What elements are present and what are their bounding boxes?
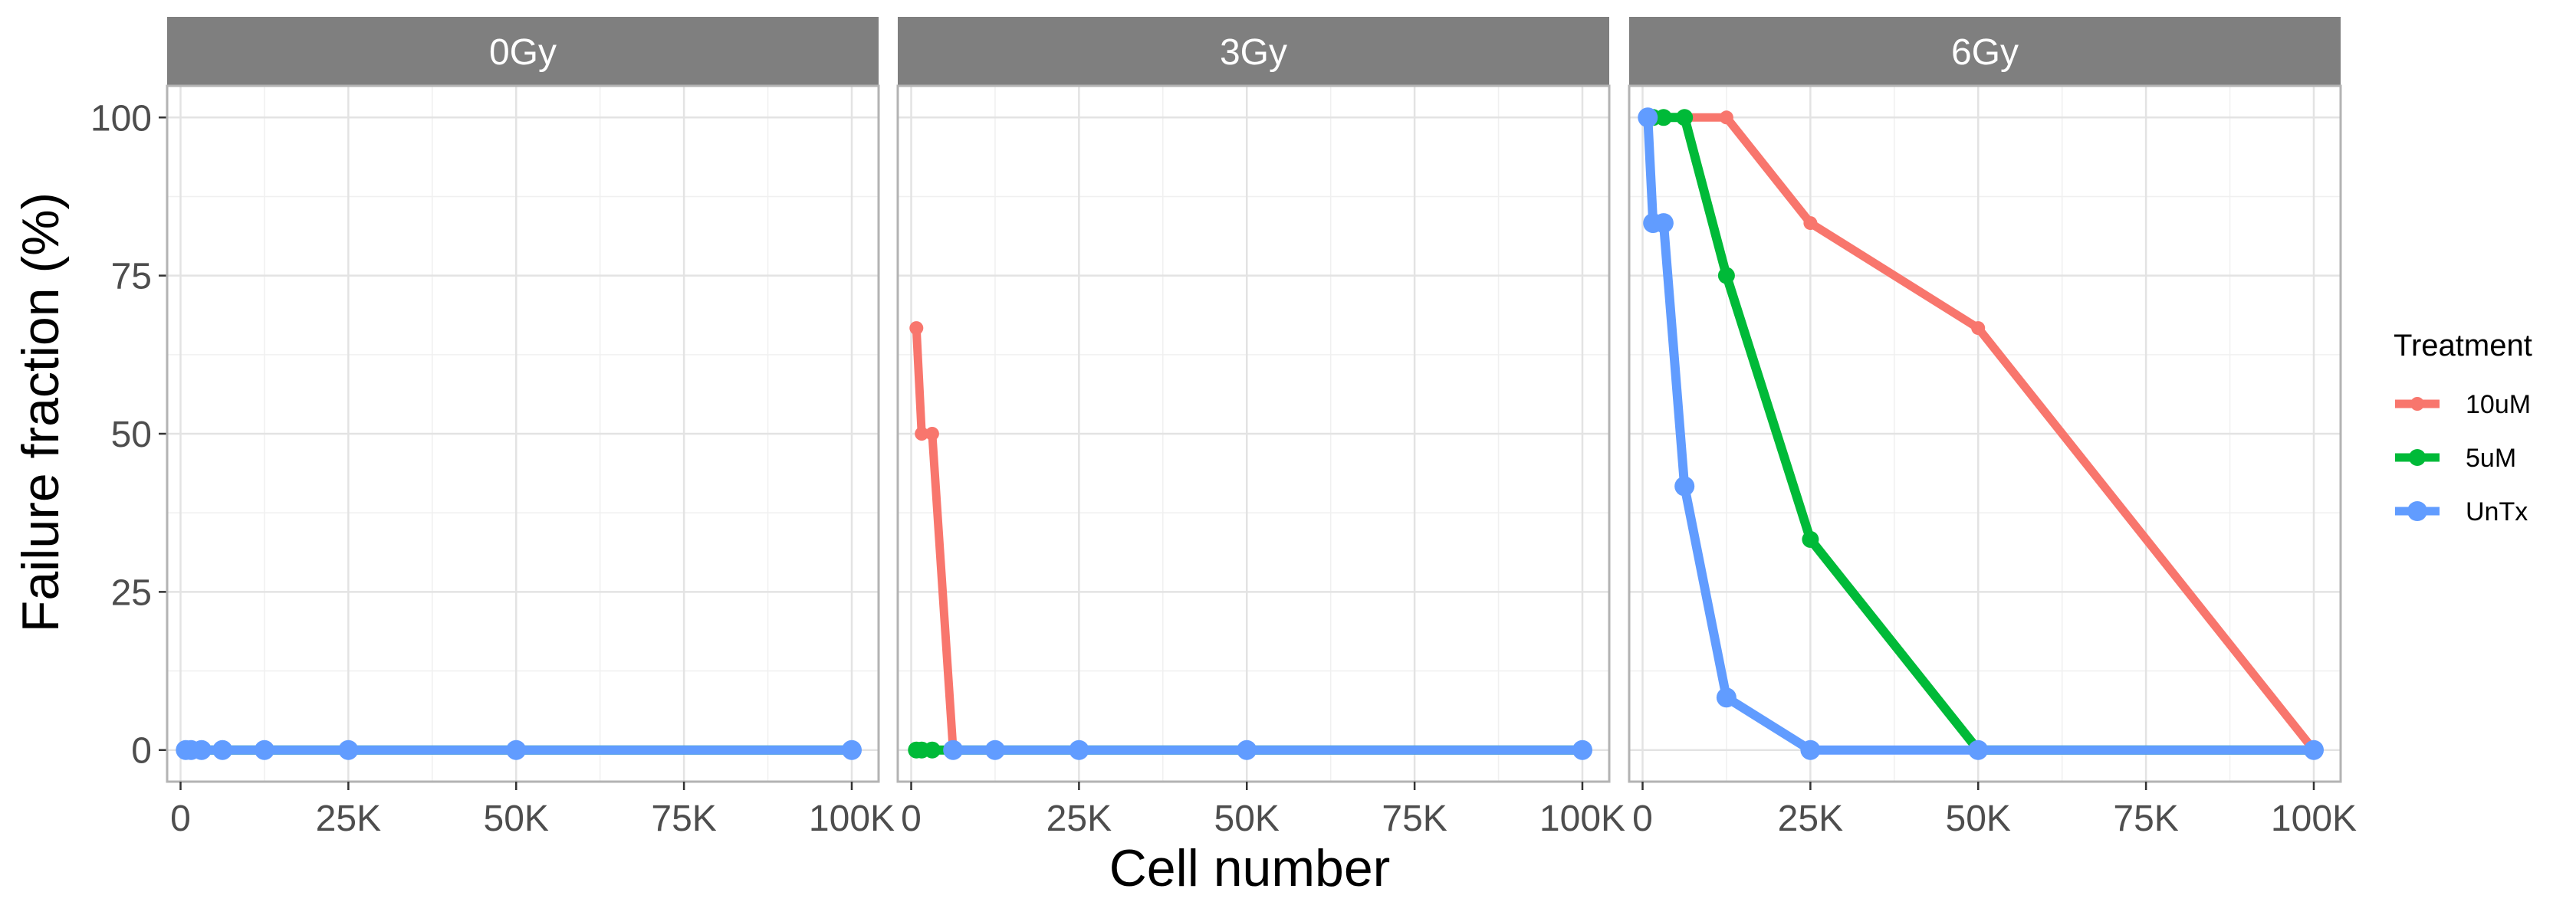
gridlines bbox=[167, 86, 879, 782]
y-tick-label: 50 bbox=[111, 415, 152, 455]
legend-key-point bbox=[2409, 449, 2426, 466]
legend-label: 5uM bbox=[2466, 444, 2516, 473]
facet-strip bbox=[1629, 17, 2341, 86]
y-tick-label: 0 bbox=[131, 731, 152, 772]
data-point-UnTx bbox=[254, 740, 274, 760]
data-point-UnTx bbox=[191, 740, 212, 760]
data-point-UnTx bbox=[1237, 740, 1257, 760]
data-point-UnTx bbox=[984, 740, 1005, 760]
data-point-10uM bbox=[915, 427, 929, 441]
data-point-UnTx bbox=[1968, 740, 1989, 760]
x-tick-label: 50K bbox=[1946, 799, 2011, 839]
data-point-5uM bbox=[1802, 530, 1819, 548]
x-tick-label: 50K bbox=[1214, 799, 1280, 839]
data-point-UnTx bbox=[1638, 107, 1658, 128]
data-point-UnTx bbox=[212, 740, 233, 760]
facet-strip-label: 3Gy bbox=[1220, 32, 1287, 73]
data-point-5uM bbox=[1654, 109, 1672, 126]
legend: Treatment 10uM 5uM UnTx bbox=[2394, 329, 2532, 526]
x-tick-label: 100K bbox=[2271, 799, 2357, 839]
x-tick-label: 25K bbox=[316, 799, 381, 839]
data-point-UnTx bbox=[338, 740, 359, 760]
legend-title: Treatment bbox=[2394, 329, 2532, 362]
data-point-10uM bbox=[925, 427, 939, 441]
facet-strip-label: 0Gy bbox=[489, 32, 557, 73]
data-point-5uM bbox=[1676, 109, 1694, 126]
data-point-10uM bbox=[1719, 110, 1733, 125]
gridlines bbox=[898, 86, 1609, 782]
x-tick-label: 0 bbox=[901, 799, 922, 839]
data-point-UnTx bbox=[1069, 740, 1089, 760]
x-tick-label: 75K bbox=[2113, 799, 2178, 839]
x-tick-label: 100K bbox=[1539, 799, 1625, 839]
panel-border bbox=[166, 84, 880, 783]
x-tick-label: 25K bbox=[1778, 799, 1843, 839]
facet-panel-3Gy: 3Gy 0 25K 50K 75K 100K bbox=[896, 17, 1625, 839]
y-tick-label: 100 bbox=[90, 98, 152, 139]
x-tick-label: 75K bbox=[651, 799, 716, 839]
x-tick-label: 75K bbox=[1382, 799, 1447, 839]
x-tick-label: 100K bbox=[809, 799, 895, 839]
data-point-UnTx bbox=[1716, 687, 1737, 708]
panel-border bbox=[1628, 84, 2342, 783]
facet-panel-6Gy: 6Gy 0 25K 50K 75K 100K bbox=[1628, 17, 2357, 839]
legend-label: 10uM bbox=[2466, 390, 2531, 419]
legend-item-10uM: 10uM bbox=[2395, 390, 2531, 419]
y-axis-title: Failure fraction (%) bbox=[12, 192, 70, 632]
x-tick-label: 50K bbox=[484, 799, 549, 839]
x-axis-title: Cell number bbox=[1109, 839, 1391, 897]
axes: Cell number Failure fraction (%) bbox=[12, 192, 1390, 897]
facet-strip-label: 6Gy bbox=[1951, 32, 2019, 73]
legend-key-point bbox=[2407, 501, 2427, 521]
data-point-UnTx bbox=[943, 740, 964, 760]
legend-item-5uM: 5uM bbox=[2395, 444, 2516, 473]
panel-border bbox=[896, 84, 1611, 783]
x-tick-label: 25K bbox=[1046, 799, 1112, 839]
data-point-10uM bbox=[1971, 321, 1986, 336]
data-point-5uM bbox=[1717, 267, 1735, 284]
facet-strip bbox=[898, 17, 1609, 86]
data-point-5uM bbox=[923, 741, 941, 759]
data-point-UnTx bbox=[1674, 476, 1695, 497]
series-group bbox=[1638, 107, 2324, 760]
y-tick-label: 75 bbox=[111, 257, 152, 297]
x-tick-label: 0 bbox=[170, 799, 191, 839]
data-point-10uM bbox=[1803, 216, 1818, 231]
x-tick-label: 0 bbox=[1632, 799, 1653, 839]
data-point-UnTx bbox=[1800, 740, 1821, 760]
legend-label: UnTx bbox=[2466, 497, 2528, 526]
facet-panel-0Gy: 0Gy 0 25K 50K 75K 100K bbox=[166, 17, 895, 839]
facet-panels: 0 25 50 75 100 0Gy 0 25K 50K 75K 100K 3Gy 0 25K 50K 75K… bbox=[90, 17, 2357, 839]
series-group bbox=[908, 321, 1592, 760]
data-point-UnTx bbox=[842, 740, 862, 760]
data-point-UnTx bbox=[1572, 740, 1592, 760]
data-point-UnTx bbox=[506, 740, 527, 760]
data-point-10uM bbox=[909, 321, 924, 336]
series-group bbox=[176, 740, 862, 760]
data-point-UnTx bbox=[2304, 740, 2324, 760]
facet-strip bbox=[167, 17, 879, 86]
legend-item-UnTx: UnTx bbox=[2395, 497, 2528, 526]
legend-key-point bbox=[2410, 397, 2424, 411]
data-point-UnTx bbox=[1653, 213, 1674, 234]
y-tick-label: 25 bbox=[111, 572, 152, 613]
